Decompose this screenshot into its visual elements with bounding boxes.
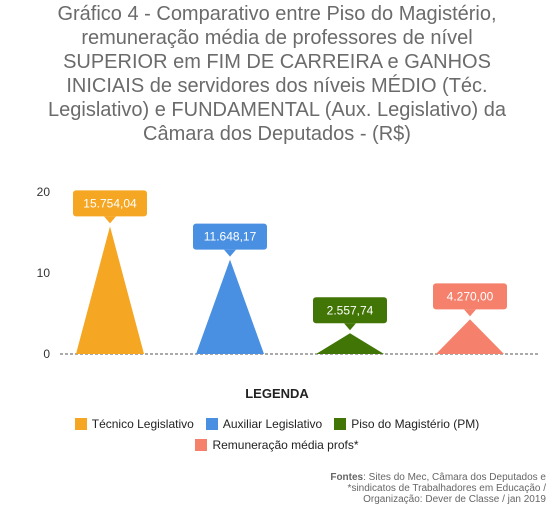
legend-swatch [205, 418, 218, 430]
legend-item-auxiliar[interactable]: Auxiliar Legislativo [205, 417, 323, 431]
legend-swatch [334, 418, 347, 430]
legend-item-tecnico[interactable]: Técnico Legislativo [74, 417, 194, 431]
legend: Técnico Legislativo Auxiliar Legislativo… [0, 417, 554, 459]
legend-item-remuneracao[interactable]: Remuneração média profs* [195, 438, 359, 452]
y-tick-label: 20 [37, 185, 51, 199]
chart-title: Gráfico 4 - Comparativo entre Piso do Ma… [0, 2, 554, 146]
title-line: remuneração média de professores de níve… [81, 27, 473, 49]
legend-label: Auxiliar Legislativo [222, 417, 323, 431]
y-tick-label: 10 [37, 266, 51, 280]
data-label-box [73, 190, 147, 217]
source-text: : Sites do Mec, Câmara dos Deputados e *… [347, 472, 546, 505]
legend-title: LEGENDA [245, 386, 309, 401]
legend-label: Técnico Legislativo [91, 417, 194, 431]
data-label: 2.557,74 [327, 303, 374, 317]
data-label: 15.754,04 [83, 196, 137, 210]
title-line: Gráfico 4 - Comparativo entre Piso do Ma… [57, 3, 497, 25]
title-line: Câmara dos Deputados - (R$) [143, 123, 411, 145]
legend-label: Remuneração média profs* [212, 438, 359, 452]
chart-bar [76, 226, 144, 354]
chart-bar [196, 259, 264, 354]
data-label-box [193, 223, 267, 250]
title-line: Legislativo) e FUNDAMENTAL (Aux. Legisla… [48, 99, 506, 121]
source-note: Fontes: Sites do Mec, Câmara dos Deputad… [306, 472, 546, 505]
legend-swatch [74, 418, 87, 430]
legend-row: Remuneração média profs* [0, 438, 554, 452]
data-label-box [313, 297, 387, 324]
chart-bar [316, 333, 384, 354]
legend-label: Piso do Magistério (PM) [351, 417, 480, 431]
data-label-pointer [104, 216, 116, 224]
data-label-box [433, 283, 507, 310]
title-line: SUPERIOR em FIM DE CARREIRA e GANHOS [63, 51, 491, 73]
data-label: 4.270,00 [447, 289, 494, 303]
chart-bar [436, 319, 504, 354]
title-line: INICIAIS de servidores dos níveis MÉDIO … [66, 75, 488, 97]
source-label: Fontes [330, 472, 364, 483]
chart-plot-area: 0 10 20 15.754,04 11.648,17 2.557,74 4.270,00 [37, 185, 540, 361]
legend-swatch [195, 439, 208, 451]
data-label-pointer [224, 249, 236, 257]
data-label-pointer [344, 323, 356, 331]
y-tick-label: 0 [43, 347, 50, 361]
data-label-pointer [464, 309, 476, 317]
legend-item-piso[interactable]: Piso do Magistério (PM) [334, 417, 479, 431]
data-label: 11.648,17 [204, 230, 257, 244]
legend-row: Técnico Legislativo Auxiliar Legislativo… [0, 417, 554, 431]
